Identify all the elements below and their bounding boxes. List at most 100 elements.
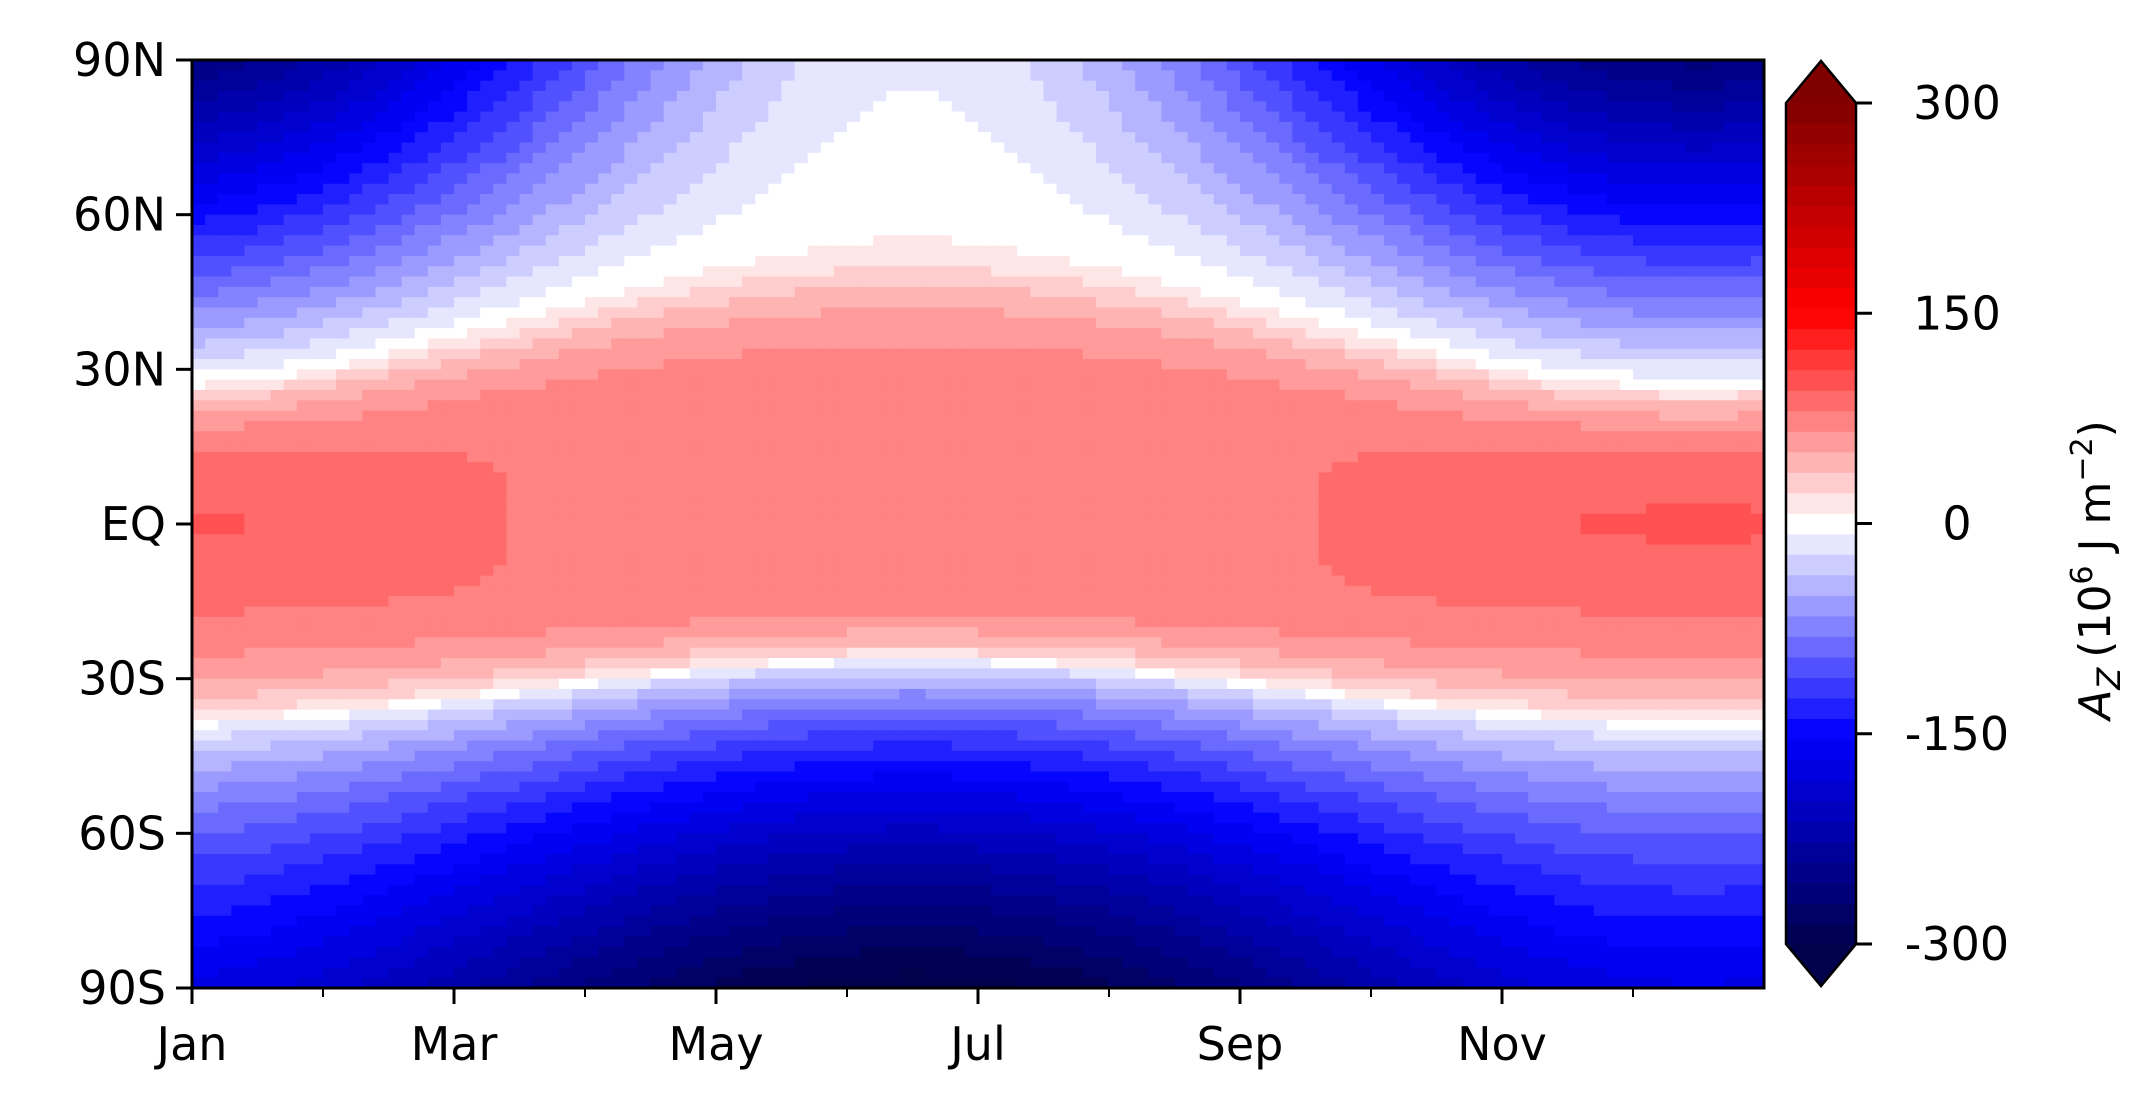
contour-cell bbox=[440, 307, 455, 319]
contour-cell bbox=[873, 967, 887, 979]
contour-cell bbox=[571, 70, 586, 82]
contour-cell bbox=[794, 688, 809, 700]
contour-cell bbox=[794, 750, 809, 762]
contour-cell bbox=[414, 420, 429, 432]
contour-cell bbox=[650, 338, 665, 350]
contour-cell bbox=[388, 926, 403, 938]
contour-cell bbox=[545, 874, 560, 886]
contour-cell bbox=[480, 214, 494, 226]
contour-cell bbox=[650, 359, 665, 370]
contour-cell bbox=[781, 678, 796, 690]
contour-cell bbox=[820, 70, 835, 82]
contour-cell bbox=[558, 524, 573, 535]
contour-cell bbox=[742, 740, 756, 752]
contour-cell bbox=[257, 936, 272, 948]
contour-cell bbox=[873, 616, 887, 628]
contour-cell bbox=[532, 400, 547, 412]
contour-cell bbox=[794, 462, 809, 474]
contour-cell bbox=[899, 111, 914, 123]
contour-cell bbox=[899, 204, 914, 216]
contour-cell bbox=[899, 740, 914, 752]
contour-cell bbox=[257, 338, 272, 350]
contour-cell bbox=[820, 328, 835, 339]
contour-cell bbox=[807, 719, 822, 731]
contour-cell bbox=[702, 616, 717, 628]
contour-cell bbox=[820, 658, 835, 669]
contour-cell bbox=[519, 163, 534, 175]
contour-cell bbox=[807, 70, 822, 82]
contour-cell bbox=[742, 936, 756, 948]
contour-cell bbox=[454, 936, 468, 948]
contour-cell bbox=[807, 926, 822, 938]
contour-cell bbox=[493, 688, 507, 700]
contour-cell bbox=[427, 142, 442, 154]
contour-cell bbox=[886, 884, 900, 896]
contour-cell bbox=[716, 493, 730, 504]
contour-cell bbox=[519, 472, 534, 484]
contour-cell bbox=[781, 369, 796, 381]
contour-cell bbox=[192, 410, 206, 422]
contour-cell bbox=[611, 802, 625, 814]
contour-cell bbox=[205, 802, 219, 814]
contour-cell bbox=[218, 627, 232, 639]
contour-cell bbox=[598, 101, 612, 113]
contour-cell bbox=[532, 132, 547, 144]
contour-cell bbox=[912, 544, 927, 556]
contour-cell bbox=[467, 781, 481, 793]
contour-cell bbox=[663, 379, 678, 391]
contour-cell bbox=[912, 317, 927, 329]
contour-cell bbox=[689, 554, 704, 566]
contour-cell bbox=[375, 688, 390, 700]
contour-cell bbox=[414, 843, 429, 855]
contour-cell bbox=[532, 111, 547, 123]
contour-cell bbox=[912, 441, 927, 453]
contour-cell bbox=[506, 214, 521, 226]
contour-cell bbox=[506, 554, 521, 566]
contour-cell bbox=[716, 142, 730, 154]
contour-cell bbox=[519, 792, 534, 803]
contour-cell bbox=[336, 142, 350, 154]
contour-cell bbox=[650, 915, 665, 927]
contour-cell bbox=[375, 781, 390, 793]
contour-cell bbox=[558, 647, 573, 659]
contour-cell bbox=[493, 895, 507, 907]
contour-cell bbox=[506, 451, 521, 463]
contour-cell bbox=[558, 853, 573, 865]
contour-cell bbox=[702, 276, 717, 288]
contour-cell bbox=[794, 781, 809, 793]
contour-cell bbox=[309, 513, 324, 525]
contour-cell bbox=[847, 235, 861, 247]
contour-cell bbox=[506, 389, 521, 401]
contour-cell bbox=[873, 524, 887, 535]
contour-cell bbox=[716, 214, 730, 226]
contour-cell bbox=[794, 255, 809, 267]
contour-cell bbox=[244, 647, 259, 659]
contour-cell bbox=[545, 524, 560, 535]
contour-cell bbox=[729, 462, 743, 474]
contour-cell bbox=[349, 493, 363, 504]
contour-cell bbox=[611, 719, 625, 731]
contour-cell bbox=[283, 152, 298, 164]
contour-cell bbox=[257, 80, 272, 92]
contour-cell bbox=[296, 60, 311, 71]
contour-cell bbox=[729, 853, 743, 865]
contour-cell bbox=[309, 668, 324, 680]
contour-cell bbox=[427, 524, 442, 535]
contour-cell bbox=[375, 554, 390, 566]
contour-cell bbox=[388, 874, 403, 886]
contour-cell bbox=[598, 719, 612, 731]
contour-cell bbox=[729, 905, 743, 917]
contour-cell bbox=[493, 864, 507, 876]
contour-cell bbox=[545, 709, 560, 721]
contour-cell bbox=[414, 235, 429, 247]
contour-cell bbox=[349, 761, 363, 773]
contour-cell bbox=[336, 317, 350, 329]
contour-cell bbox=[401, 771, 416, 783]
contour-cell bbox=[296, 400, 311, 412]
contour-cell bbox=[375, 719, 390, 731]
contour-cell bbox=[270, 596, 285, 608]
contour-cell bbox=[899, 400, 914, 412]
contour-cell bbox=[323, 771, 337, 783]
contour-cell bbox=[362, 451, 376, 463]
contour-cell bbox=[427, 152, 442, 164]
